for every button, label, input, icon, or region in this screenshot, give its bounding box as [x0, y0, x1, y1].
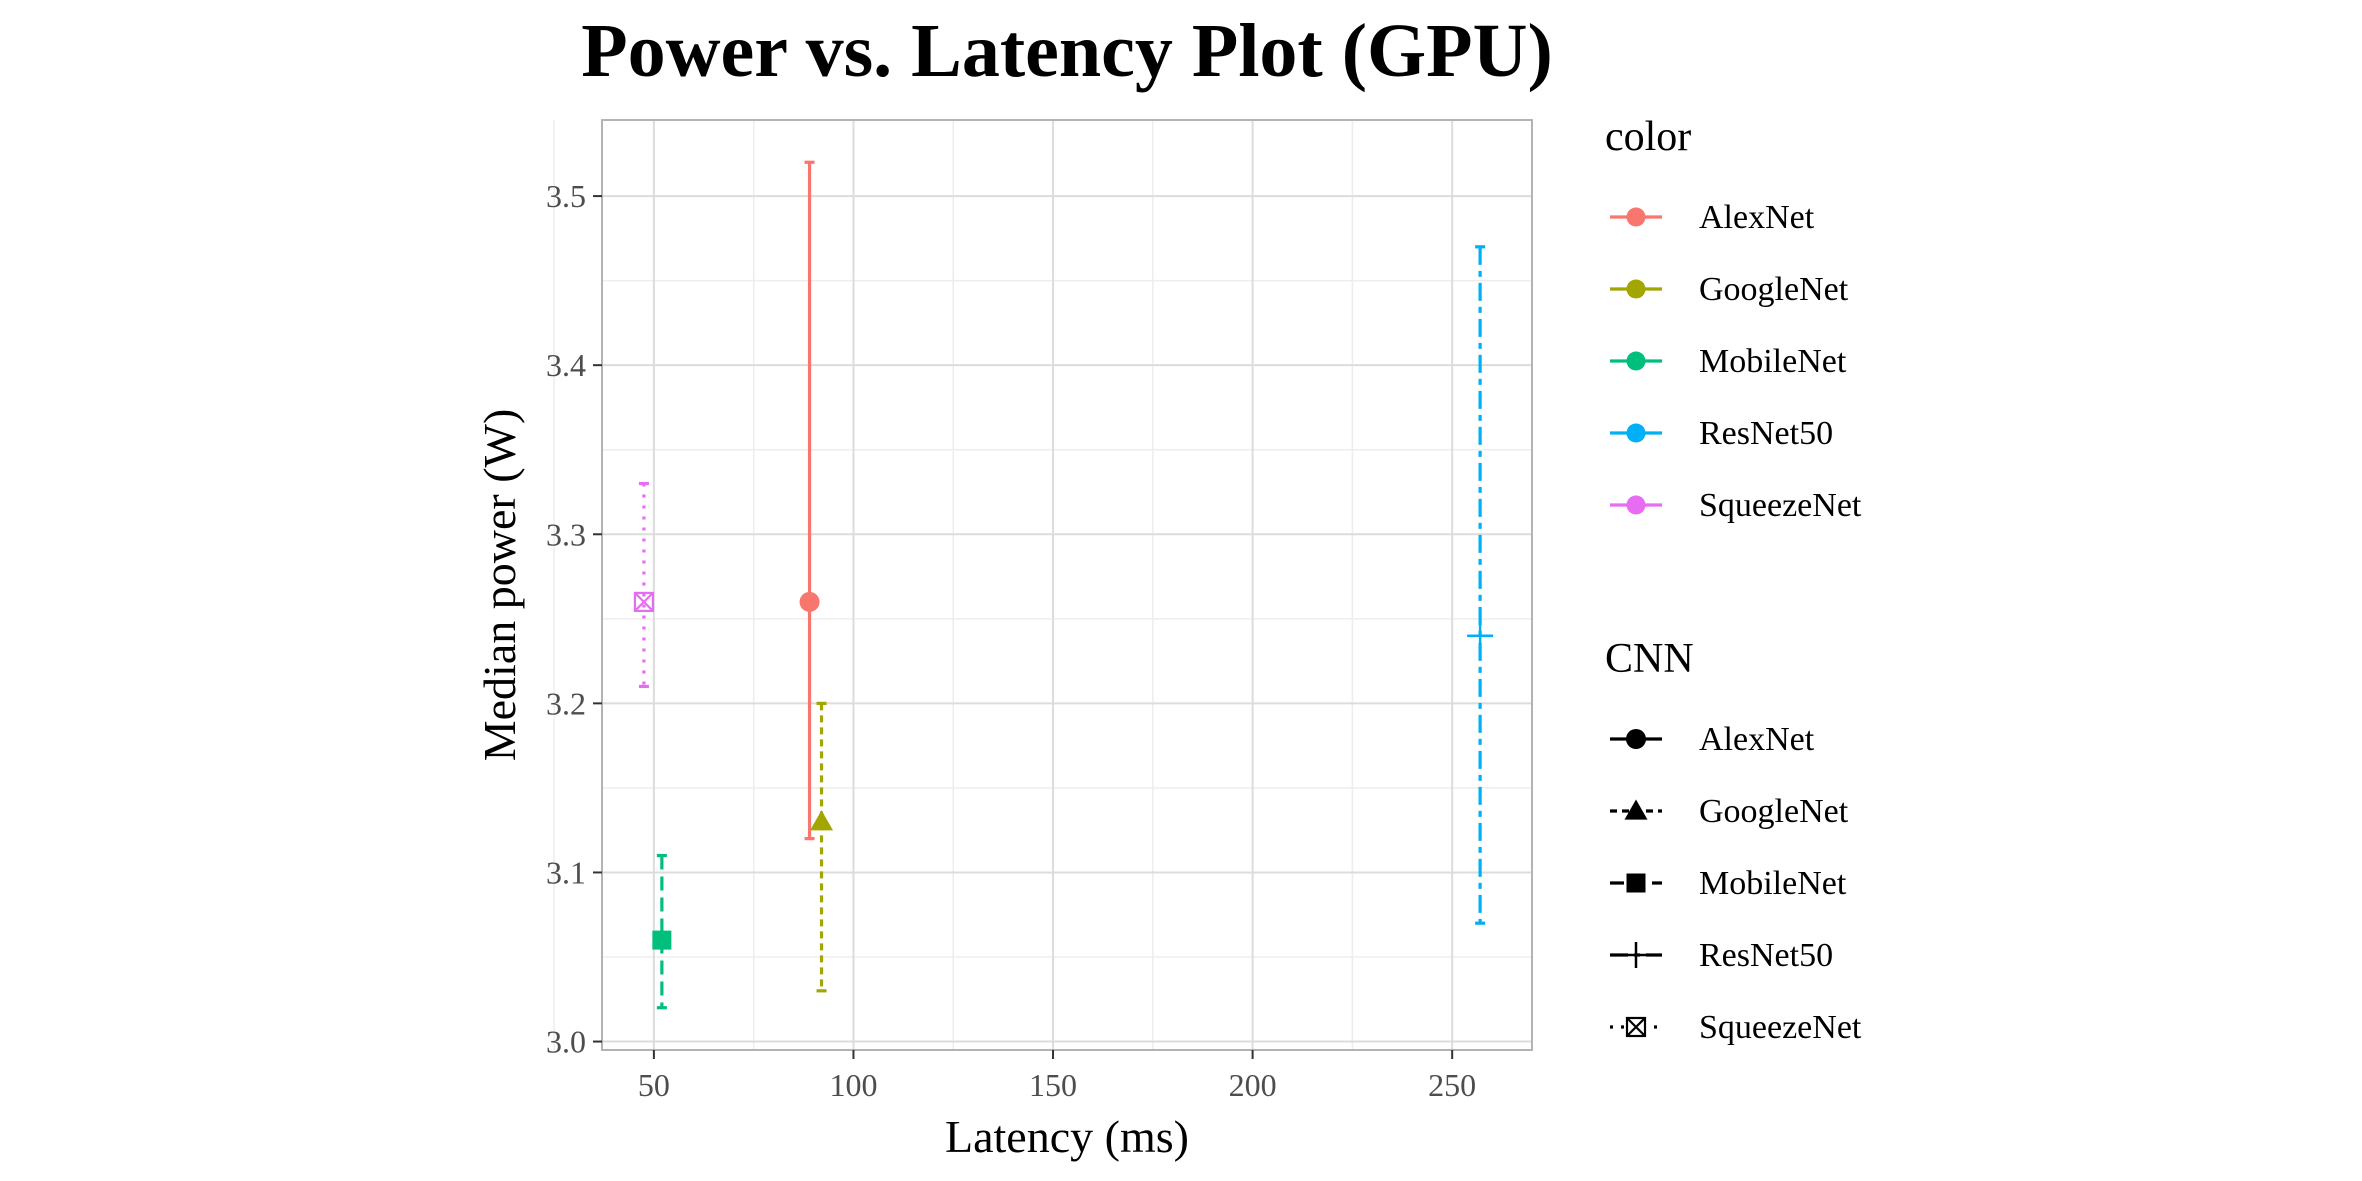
legend-key-shape-d2: [1626, 1017, 1646, 1037]
point-googlenet: [810, 810, 834, 831]
legend-item-shape-mobilenet: MobileNet: [1610, 865, 1847, 902]
point-squeezenet: [633, 591, 655, 613]
legend-key-circle: [1626, 207, 1646, 227]
y-axis: 3.0 3.1 3.2 3.3 3.4 3.5: [546, 178, 602, 1060]
legend-title-cnn: CNN: [1605, 636, 1694, 682]
legend-key-shape: [1626, 729, 1646, 749]
legend-label: MobileNet: [1699, 343, 1847, 380]
point-resnet50: [1467, 622, 1494, 649]
series-squeezenet: [633, 481, 655, 689]
legend-label: GoogleNet: [1699, 271, 1849, 308]
data-marks: [633, 160, 1494, 1010]
y-tick-label: 3.4: [546, 347, 586, 383]
plot-panel-border: [601, 119, 1533, 1051]
x-tick-label: 250: [1428, 1067, 1476, 1103]
legend-item-color-squeezenet: SqueezeNet: [1610, 487, 1862, 524]
x-tick-label: 50: [638, 1067, 670, 1103]
y-tick-label: 3.5: [546, 178, 586, 214]
legend-label: SqueezeNet: [1699, 487, 1862, 524]
x-axis-label: Latency (ms): [945, 1111, 1189, 1162]
grid: [553, 120, 1532, 1050]
series-resnet50: [1467, 245, 1494, 925]
legend-key-shape: [1623, 942, 1649, 968]
legend-item-color-resnet50: ResNet50: [1610, 415, 1833, 452]
x-tick-label: 200: [1229, 1067, 1277, 1103]
x-tick-label: 150: [1029, 1067, 1077, 1103]
legend-key-circle: [1626, 279, 1646, 299]
chart-title: Power vs. Latency Plot (GPU): [581, 9, 1553, 93]
legend-label: SqueezeNet: [1699, 1009, 1862, 1046]
legend-item-color-alexnet: AlexNet: [1610, 199, 1815, 236]
legend-key-shape: [1626, 873, 1646, 893]
point-mobilenet: [652, 930, 672, 950]
point-squeezenet-d2: [634, 592, 654, 612]
legend-key-shape: [1625, 1016, 1647, 1038]
point-alexnet: [799, 591, 820, 612]
legend-item-color-googlenet: GoogleNet: [1610, 271, 1849, 308]
legend-item-shape-googlenet: GoogleNet: [1610, 793, 1849, 830]
legend-key-circle: [1626, 423, 1646, 443]
legend-title-color: color: [1605, 114, 1691, 160]
legend-item-shape-squeezenet: SqueezeNet: [1610, 1009, 1862, 1046]
legend-key-circle: [1626, 495, 1646, 515]
legend-key-shape-box: [1625, 1016, 1647, 1038]
series-googlenet: [810, 701, 834, 993]
series-mobilenet: [652, 853, 672, 1010]
legend-item-shape-resnet50: ResNet50: [1610, 937, 1833, 974]
y-tick-label: 3.2: [546, 685, 586, 721]
legend-cnn: CNN AlexNet GoogleNet MobileNet ResNet50 Sque…: [1605, 636, 1862, 1046]
legend-label: ResNet50: [1699, 415, 1833, 452]
y-axis-label: Median power (W): [474, 409, 525, 762]
legend-item-color-mobilenet: MobileNet: [1610, 343, 1847, 380]
y-tick-label: 3.1: [546, 854, 586, 890]
legend-key-shape: [1624, 799, 1648, 820]
legend-label: MobileNet: [1699, 865, 1847, 902]
legend-label: ResNet50: [1699, 937, 1833, 974]
point-squeezenet-box: [633, 591, 655, 613]
legend-color: color AlexNet GoogleNet MobileNet ResNet50 Sq…: [1605, 114, 1862, 524]
x-axis: 50 100 150 200 250: [638, 1050, 1476, 1103]
legend-item-shape-alexnet: AlexNet: [1610, 721, 1815, 758]
legend-label: AlexNet: [1699, 199, 1815, 236]
legend-label: GoogleNet: [1699, 793, 1849, 830]
x-tick-label: 100: [829, 1067, 877, 1103]
y-tick-label: 3.0: [546, 1024, 586, 1060]
series-alexnet: [799, 160, 820, 841]
y-tick-label: 3.3: [546, 516, 586, 552]
legend-key-circle: [1626, 351, 1646, 371]
legend-label: AlexNet: [1699, 721, 1815, 758]
